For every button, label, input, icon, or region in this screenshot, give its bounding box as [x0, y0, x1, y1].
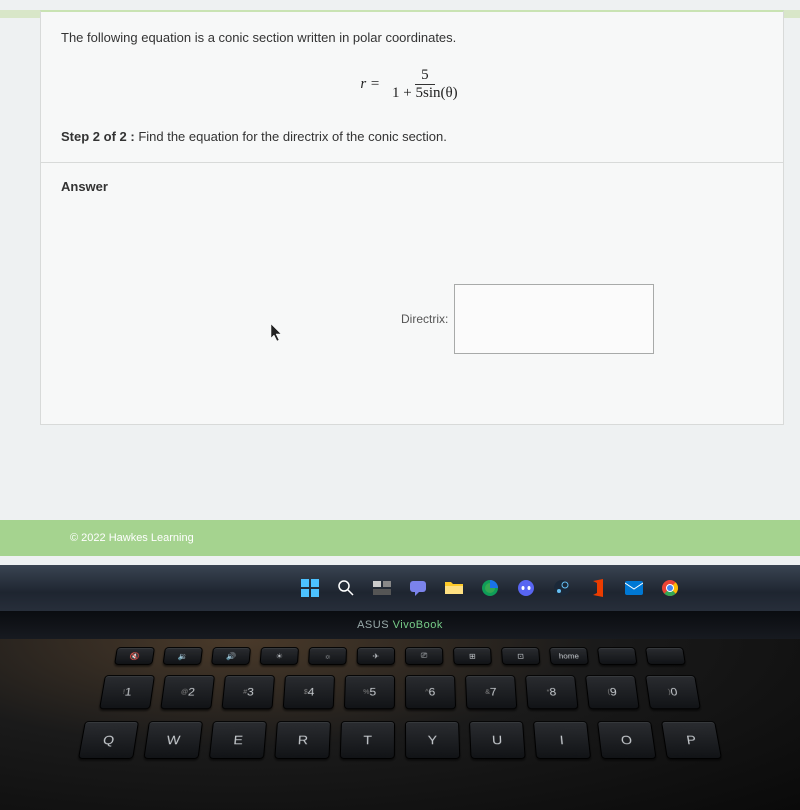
steam-icon[interactable]	[551, 577, 573, 599]
num-key-1[interactable]: !1	[99, 675, 155, 709]
equation: r = 5 1 + 5sin(θ)	[41, 57, 783, 119]
equation-lhs: r =	[360, 76, 380, 93]
brand-suffix: VivoBook	[393, 619, 443, 631]
discord-icon[interactable]	[515, 577, 537, 599]
number-row: !1@2#3$4 %5 ^6&7*8(9)0	[0, 675, 800, 709]
edge-icon[interactable]	[479, 577, 501, 599]
num-key-8[interactable]: *8	[525, 675, 579, 709]
fn-key[interactable]: ⊞	[453, 647, 492, 665]
fn-key[interactable]	[597, 647, 637, 665]
laptop-bezel: ASUS VivoBook	[0, 611, 800, 639]
chrome-icon[interactable]	[659, 577, 681, 599]
qwerty-row: QWERTYUIOP	[0, 721, 800, 759]
fn-key[interactable]: ⎚	[405, 647, 443, 665]
fn-key[interactable]: 🔊	[211, 647, 251, 665]
search-icon[interactable]	[335, 577, 357, 599]
fn-key[interactable]: ⊡	[501, 647, 540, 665]
equation-numerator: 5	[415, 67, 435, 85]
directrix-row: Directrix:	[401, 284, 654, 354]
key-w[interactable]: W	[143, 721, 203, 759]
key-p[interactable]: P	[661, 721, 722, 759]
answer-heading: Answer	[41, 163, 783, 204]
key-i[interactable]: I	[533, 721, 591, 759]
num-key-3[interactable]: #3	[221, 675, 275, 709]
num-key-7[interactable]: &7	[465, 675, 517, 709]
file-explorer-icon[interactable]	[443, 577, 465, 599]
copyright-text: © 2022 Hawkes Learning	[70, 532, 194, 544]
task-view-icon[interactable]	[371, 577, 393, 599]
key-r[interactable]: R	[274, 721, 331, 759]
num-key-2[interactable]: @2	[160, 675, 215, 709]
key-u[interactable]: U	[469, 721, 526, 759]
step-text: Find the equation for the directrix of t…	[138, 129, 447, 144]
fn-key[interactable]: ☼	[308, 647, 347, 665]
fn-key[interactable]: 🔇	[114, 647, 155, 665]
directrix-input[interactable]	[454, 284, 654, 354]
fn-key[interactable]: home	[549, 647, 589, 665]
office-icon[interactable]	[587, 577, 609, 599]
windows-start-icon[interactable]	[299, 577, 321, 599]
answer-area: Directrix:	[41, 204, 783, 424]
num-key-6[interactable]: ^6	[405, 675, 456, 709]
step-label: Step 2 of 2 :	[61, 129, 135, 144]
step-row: Step 2 of 2 : Find the equation for the …	[41, 119, 783, 163]
num-key-0[interactable]: )0	[645, 675, 701, 709]
keyboard: 🔇 🔉 🔊 ☀ ☼ ✈ ⎚ ⊞ ⊡ home !1@2#3$4 %5 ^6&7*8(9)0 QWERT…	[0, 639, 800, 810]
equation-fraction: 5 1 + 5sin(θ)	[386, 67, 464, 101]
key-t[interactable]: T	[340, 721, 395, 759]
key-q[interactable]: Q	[78, 721, 139, 759]
equation-denominator: 1 + 5sin(θ)	[386, 85, 464, 102]
num-key-4[interactable]: $4	[283, 675, 335, 709]
fn-key[interactable]: 🔉	[163, 647, 203, 665]
laptop-brand: ASUS VivoBook	[357, 619, 443, 631]
key-y[interactable]: Y	[405, 721, 460, 759]
fn-row: 🔇 🔉 🔊 ☀ ☼ ✈ ⎚ ⊞ ⊡ home	[0, 647, 800, 665]
page-root: The following equation is a conic sectio…	[0, 10, 800, 810]
brand-prefix: ASUS	[357, 619, 393, 631]
fn-key[interactable]	[645, 647, 686, 665]
question-card: The following equation is a conic sectio…	[40, 10, 784, 425]
key-e[interactable]: E	[209, 721, 267, 759]
cursor-icon	[271, 324, 283, 342]
fn-key[interactable]: ✈	[357, 647, 395, 665]
fn-key[interactable]: ☀	[260, 647, 299, 665]
taskbar	[0, 565, 800, 611]
question-intro: The following equation is a conic sectio…	[41, 12, 783, 57]
chat-icon[interactable]	[407, 577, 429, 599]
key-o[interactable]: O	[597, 721, 657, 759]
directrix-label: Directrix:	[401, 312, 448, 326]
num-key-9[interactable]: (9	[585, 675, 640, 709]
footer-bar: © 2022 Hawkes Learning	[0, 520, 800, 556]
num-key-5[interactable]: %5	[344, 675, 395, 709]
mail-icon[interactable]	[623, 577, 645, 599]
